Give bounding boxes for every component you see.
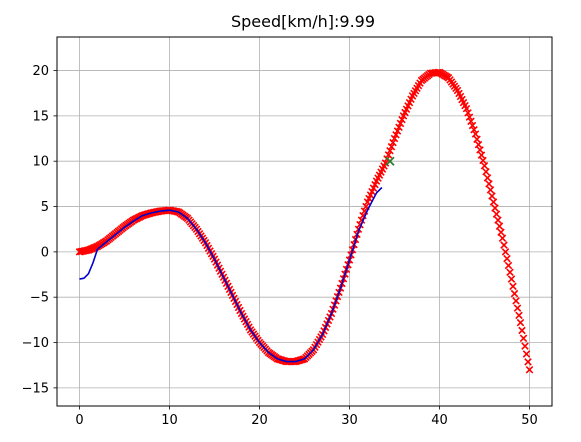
reference-point	[524, 358, 532, 366]
reference-point	[495, 222, 504, 230]
reference-point	[477, 151, 486, 159]
reference-point	[386, 147, 394, 155]
target-point-marker	[385, 156, 395, 166]
reference-point	[519, 334, 528, 343]
plot-area	[75, 68, 534, 374]
reference-point	[488, 192, 496, 200]
reference-point	[506, 268, 514, 277]
x-tick-label: 0	[75, 413, 83, 428]
reference-point	[516, 318, 525, 327]
reference-point	[359, 211, 367, 220]
reference-point	[482, 168, 490, 176]
x-tick-label: 40	[431, 413, 448, 428]
reference-point	[381, 159, 390, 167]
reference-point	[485, 180, 493, 188]
reference-point	[525, 365, 534, 374]
reference-point	[500, 241, 508, 249]
reference-point	[479, 156, 487, 165]
trajectory-line	[79, 186, 383, 363]
reference-point	[510, 289, 519, 298]
reference-point	[504, 261, 513, 270]
reference-point	[471, 130, 480, 138]
reference-point	[387, 142, 396, 151]
reference-point	[491, 204, 499, 212]
x-tick-label: 30	[341, 413, 358, 428]
reference-point	[512, 297, 520, 305]
reference-point	[470, 126, 478, 134]
reference-point	[483, 174, 492, 182]
reference-point	[521, 342, 529, 350]
x-tick-label: 10	[161, 413, 178, 428]
reference-point	[509, 282, 517, 291]
y-tick-label: 10	[32, 155, 49, 170]
reference-point	[492, 210, 501, 218]
y-tick-label: −5	[30, 291, 49, 306]
reference-point	[468, 121, 477, 130]
reference-point	[467, 117, 475, 126]
grid-lines	[57, 37, 552, 406]
y-tick-label: 5	[41, 200, 49, 215]
reference-point	[462, 104, 471, 113]
axis-ticks: 0 10 20 30 40 50 −15 −10 −5 0 5 10 15 20	[22, 64, 538, 428]
x-tick-label: 20	[251, 413, 268, 428]
reference-point	[518, 326, 526, 335]
x-tick-label: 50	[521, 413, 538, 428]
reference-point	[480, 161, 489, 170]
reference-point	[486, 186, 495, 194]
y-tick-label: −15	[22, 381, 49, 396]
reference-point	[507, 275, 516, 283]
y-tick-label: 15	[32, 109, 49, 124]
chart-title: Speed[km/h]:9.99	[231, 12, 375, 31]
reference-point	[465, 113, 474, 121]
y-tick-label: −10	[22, 336, 49, 351]
reference-point	[464, 109, 472, 117]
reference-point	[476, 146, 484, 154]
axes-frame	[56, 36, 553, 407]
reference-point	[515, 311, 523, 320]
y-tick-label: 20	[32, 64, 49, 79]
reference-point	[503, 254, 511, 263]
reference-point	[501, 248, 510, 256]
reference-point	[389, 138, 397, 147]
reference-point	[498, 234, 507, 243]
y-tick-label: 0	[41, 245, 49, 260]
reference-point	[473, 135, 481, 144]
reference-point	[522, 350, 531, 358]
reference-point	[474, 140, 483, 149]
reference-point	[513, 304, 522, 312]
reference-point	[497, 228, 505, 236]
reference-point	[494, 216, 502, 224]
reference-point	[489, 198, 498, 206]
